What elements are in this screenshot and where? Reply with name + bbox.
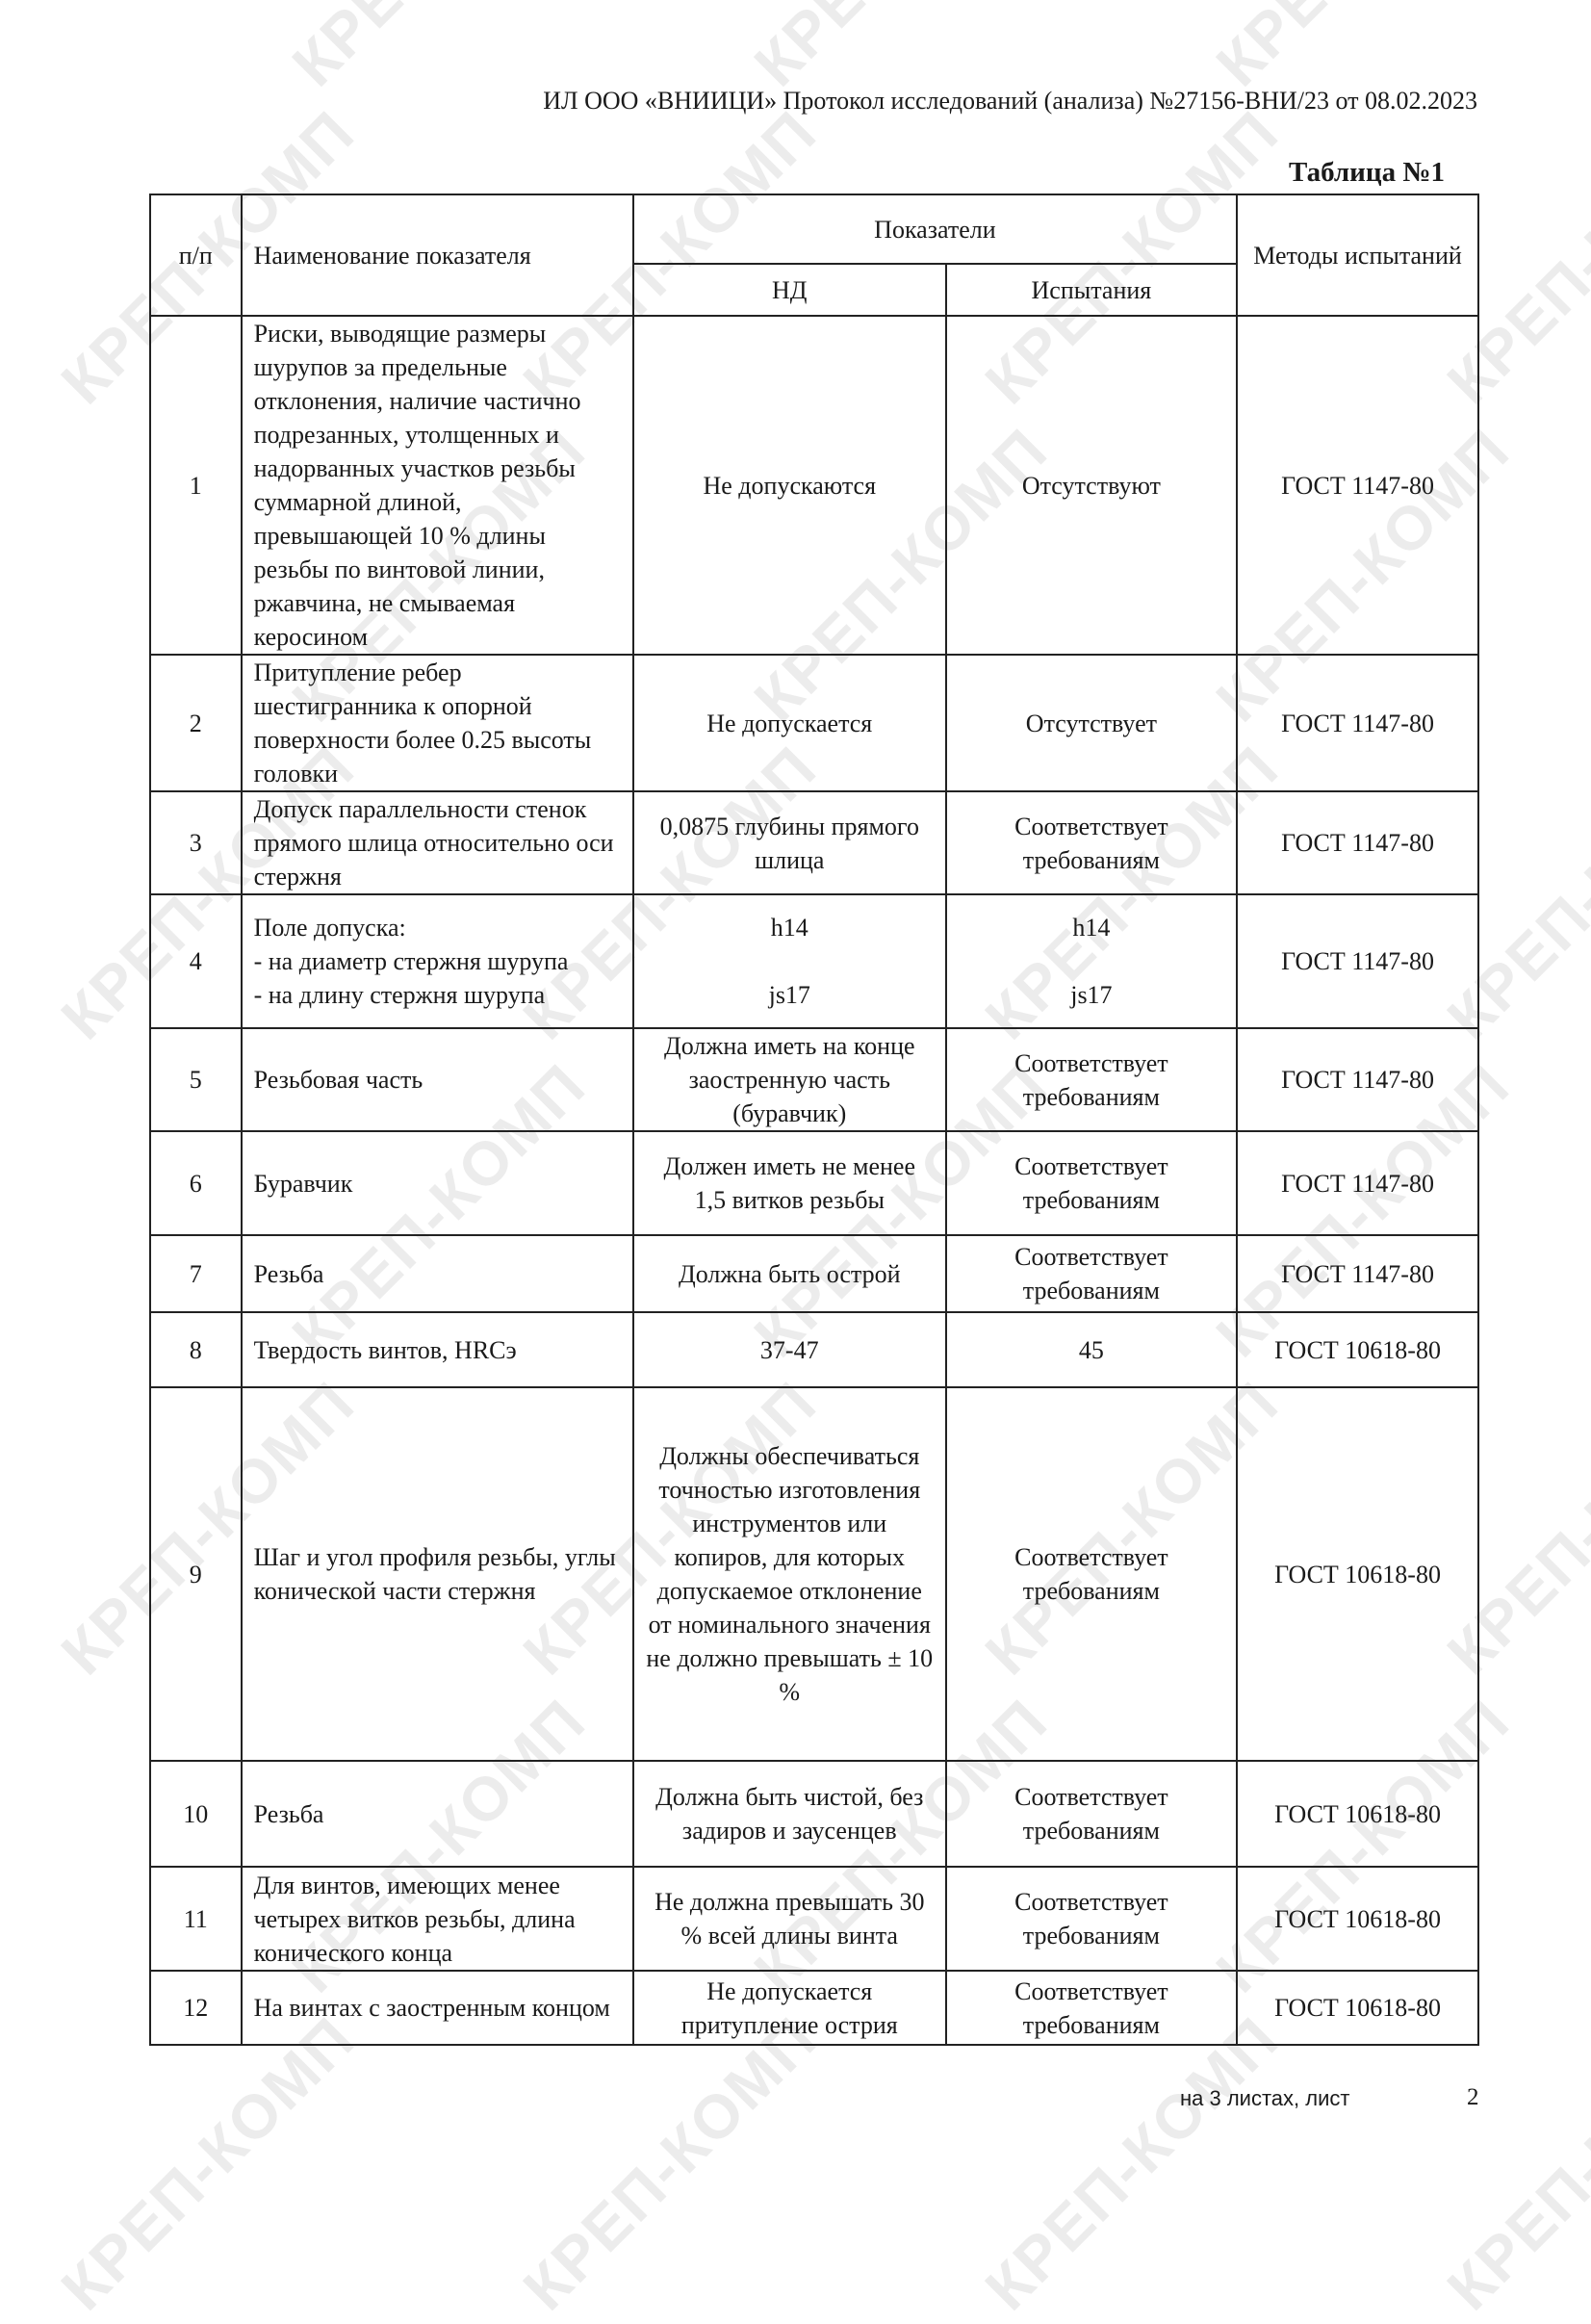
indicator-name: Допуск параллельности стенок прямого шли…: [240, 790, 634, 895]
col-name: Наименование показателя: [240, 194, 634, 317]
indicator-name: Поле допуска: - на диаметр стержня шуруп…: [240, 893, 634, 1029]
indicator-name: Резьба: [240, 1760, 634, 1868]
col-test: Испытания: [944, 263, 1239, 317]
indicator-name: На винтах с заостренным концом: [240, 1970, 634, 2046]
document-header: ИЛ ООО «ВНИИЦИ» Протокол исследований (а…: [543, 87, 1477, 115]
indicator-name: Для винтов, имеющих менее четырех витков…: [240, 1866, 634, 1972]
watermark-text: КРЕП-КОМП: [278, 0, 600, 100]
test-result: Отсутствуют: [944, 315, 1239, 656]
row-number: 6: [149, 1130, 243, 1236]
test-result: Отсутствует: [944, 654, 1239, 792]
nd-value: Не допускается: [631, 654, 947, 792]
table-row: 8 Твердость винтов, HRCэ 37-47 45 ГОСТ 10618…: [149, 1311, 1479, 1388]
row-number: 12: [149, 1970, 243, 2046]
nd-value: Не должна превышать 30 % всей длины винт…: [631, 1866, 947, 1972]
test-method: ГОСТ 1147-80: [1236, 1234, 1479, 1313]
nd-value: Должен иметь не менее 1,5 витков резьбы: [631, 1130, 947, 1236]
test-method: ГОСТ 1147-80: [1236, 893, 1479, 1029]
indicator-name: Резьбовая часть: [240, 1027, 634, 1132]
test-method: ГОСТ 10618-80: [1236, 1386, 1479, 1762]
table-row: 1 Риски, выводящие размеры шурупов за пре…: [149, 315, 1479, 656]
watermark-text: КРЕП-КОМП: [1202, 0, 1524, 100]
row-number: 7: [149, 1234, 243, 1313]
table-row: 3 Допуск параллельности стенок прямого шл…: [149, 790, 1479, 895]
table-row: 11 Для винтов, имеющих менее четырех витк…: [149, 1866, 1479, 1972]
indicator-name: Буравчик: [240, 1130, 634, 1236]
test-result: 45: [944, 1311, 1239, 1388]
test-result: h14 js17: [944, 893, 1239, 1029]
table-row: 12 На винтах с заостренным концом Не допус…: [149, 1970, 1479, 2046]
indicator-name: Твердость винтов, HRCэ: [240, 1311, 634, 1388]
watermark-text: КРЕП-КОМП: [1434, 2002, 1591, 2324]
table-row: 10 Резьба Должна быть чистой, без задиров …: [149, 1760, 1479, 1868]
table-title: Таблица №1: [1289, 157, 1445, 188]
test-method: ГОСТ 1147-80: [1236, 1130, 1479, 1236]
indicator-name: Риски, выводящие размеры шурупов за пред…: [240, 315, 634, 656]
test-result: Соответствует требованиям: [944, 1760, 1239, 1868]
test-result: Соответствует требованиям: [944, 1234, 1239, 1313]
row-number: 9: [149, 1386, 243, 1762]
nd-value: 0,0875 глубины прямого шлица: [631, 790, 947, 895]
row-number: 4: [149, 893, 243, 1029]
row-number: 1: [149, 315, 243, 656]
nd-value: Должна иметь на конце заостренную часть …: [631, 1027, 947, 1132]
col-indicators: Показатели: [631, 194, 1239, 265]
watermark-text: КРЕП-КОМП: [48, 2002, 369, 2324]
row-number: 2: [149, 654, 243, 792]
table-row: 7 Резьба Должна быть острой Соответствует т…: [149, 1234, 1479, 1313]
row-number: 11: [149, 1866, 243, 1972]
test-result: Соответствует требованиям: [944, 790, 1239, 895]
indicator-name: Притупление ребер шестигранника к опорно…: [240, 654, 634, 792]
test-result: Соответствует требованиям: [944, 1970, 1239, 2046]
row-number: 3: [149, 790, 243, 895]
watermark-text: КРЕП-КОМП: [972, 2002, 1293, 2324]
test-result: Соответствует требованиям: [944, 1386, 1239, 1762]
sheet-count: на 3 листах, лист: [1180, 2086, 1350, 2110]
test-method: ГОСТ 10618-80: [1236, 1311, 1479, 1388]
watermark-text: КРЕП-КОМП: [510, 2002, 831, 2324]
watermark-text: КРЕП-КОМП: [0, 0, 138, 100]
test-method: ГОСТ 1147-80: [1236, 315, 1479, 656]
row-number: 10: [149, 1760, 243, 1868]
table-row: 9 Шаг и угол профиля резьбы, углы коничес…: [149, 1386, 1479, 1762]
test-result: Соответствует требованиям: [944, 1866, 1239, 1972]
test-method: ГОСТ 1147-80: [1236, 654, 1479, 792]
test-method: ГОСТ 10618-80: [1236, 1866, 1479, 1972]
test-result: Соответствует требованиям: [944, 1027, 1239, 1132]
nd-value: Не допускаются: [631, 315, 947, 656]
test-method: ГОСТ 10618-80: [1236, 1760, 1479, 1868]
col-nd: НД: [631, 263, 947, 317]
results-table: п/п Наименование показателя Показатели М…: [149, 194, 1479, 2046]
watermark-text: КРЕП-КОМП: [740, 0, 1062, 100]
nd-value: Должна быть чистой, без задиров и заусен…: [631, 1760, 947, 1868]
test-method: ГОСТ 10618-80: [1236, 1970, 1479, 2046]
indicator-name: Шаг и угол профиля резьбы, углы коническ…: [240, 1386, 634, 1762]
test-method: ГОСТ 1147-80: [1236, 790, 1479, 895]
nd-value: h14 js17: [631, 893, 947, 1029]
nd-value: Должна быть острой: [631, 1234, 947, 1313]
indicator-name: Резьба: [240, 1234, 634, 1313]
table-row: 6 Буравчик Должен иметь не менее 1,5 витко…: [149, 1130, 1479, 1236]
table-row: 2 Притупление ребер шестигранника к опорн…: [149, 654, 1479, 792]
page-number: 2: [1467, 2084, 1479, 2110]
test-method: ГОСТ 1147-80: [1236, 1027, 1479, 1132]
col-num: п/п: [149, 194, 243, 317]
nd-value: Не допускается притупление острия: [631, 1970, 947, 2046]
col-methods: Методы испытаний: [1236, 194, 1479, 317]
table-row: 4 Поле допуска: - на диаметр стержня шуру…: [149, 893, 1479, 1029]
table-row: 5 Резьбовая часть Должна иметь на конце за…: [149, 1027, 1479, 1132]
test-result: Соответствует требованиям: [944, 1130, 1239, 1236]
row-number: 5: [149, 1027, 243, 1132]
nd-value: Должны обеспечиваться точностью изготовл…: [631, 1386, 947, 1762]
nd-value: 37-47: [631, 1311, 947, 1388]
row-number: 8: [149, 1311, 243, 1388]
